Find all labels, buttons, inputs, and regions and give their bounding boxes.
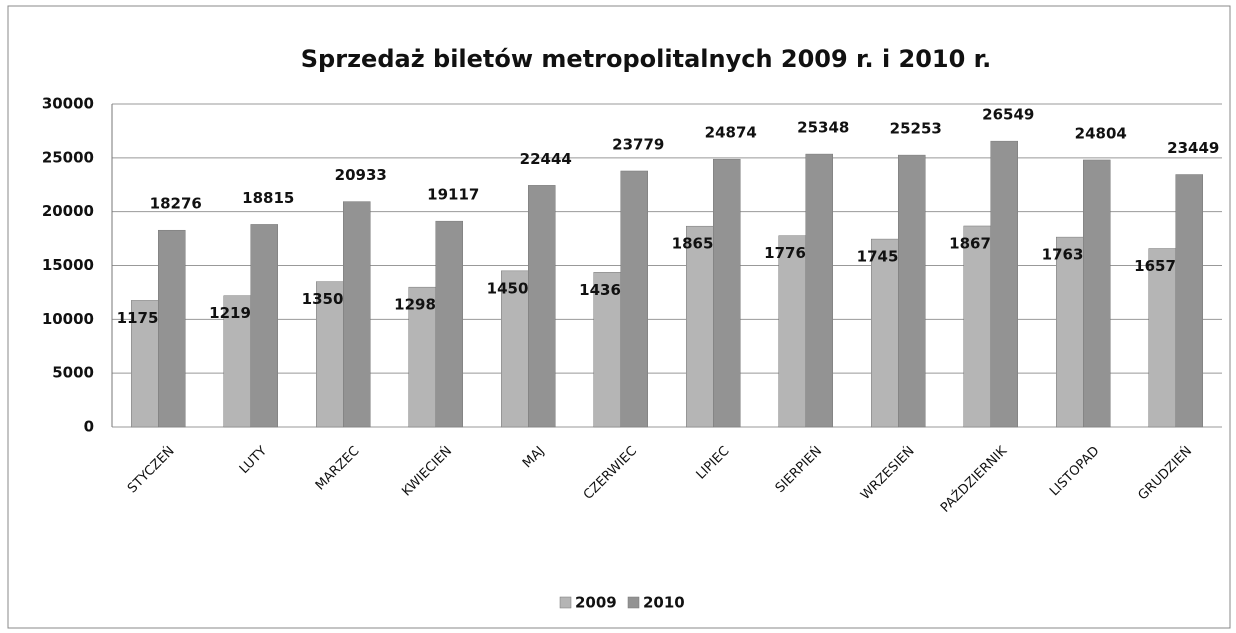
x-tick-label: MARZEC — [313, 444, 363, 494]
value-label: 14367 — [579, 281, 631, 299]
legend-swatch — [627, 596, 640, 609]
value-label: 25253 — [890, 120, 942, 138]
bar — [223, 295, 251, 428]
bar — [1083, 159, 1111, 428]
bar — [620, 170, 648, 428]
bar — [1056, 236, 1084, 428]
bar — [990, 140, 1018, 428]
chart-title: Sprzedaż biletów metropolitalnych 2009 r… — [301, 45, 991, 73]
x-tick-label: GRUDZIEŃ — [1135, 443, 1195, 503]
x-tick-label: LIPIEC — [694, 444, 733, 483]
legend-swatch — [559, 596, 572, 609]
y-tick-label: 10000 — [42, 310, 94, 328]
value-label: 20933 — [335, 166, 387, 184]
x-tick-label: CZERWIEC — [581, 444, 640, 503]
value-label: 18650 — [672, 235, 724, 253]
bar — [1175, 174, 1203, 428]
bar — [898, 154, 926, 428]
value-label: 18276 — [150, 195, 202, 213]
value-label: 26549 — [982, 106, 1034, 124]
bar — [963, 225, 991, 428]
x-tick-label: STYCZEŃ — [124, 443, 177, 496]
bar — [593, 272, 621, 428]
bar — [343, 201, 371, 428]
value-label: 24804 — [1075, 124, 1127, 142]
chart-border — [7, 5, 1231, 629]
bar — [1148, 248, 1176, 428]
bar — [435, 220, 463, 428]
bar — [871, 238, 899, 428]
y-tick-label: 0 — [84, 418, 94, 436]
x-tick-label: KWIECIEŃ — [399, 443, 455, 499]
y-tick-label: 15000 — [42, 256, 94, 274]
y-tick-label: 20000 — [42, 202, 94, 220]
value-label: 12195 — [209, 304, 261, 322]
y-tick-label: 30000 — [42, 95, 94, 113]
legend-label: 2009 — [575, 594, 617, 612]
bar — [250, 224, 278, 428]
value-label: 23449 — [1167, 139, 1219, 157]
bar — [805, 153, 833, 428]
legend-label: 2010 — [643, 594, 685, 612]
value-label: 25348 — [797, 119, 849, 137]
y-tick-label: 25000 — [42, 148, 94, 166]
bar — [131, 300, 159, 428]
value-label: 14505 — [487, 279, 539, 297]
value-label: 18815 — [242, 189, 294, 207]
bar — [713, 158, 741, 428]
x-tick-label: LISTOPAD — [1047, 444, 1102, 499]
value-label: 22444 — [520, 150, 572, 168]
value-label: 19117 — [427, 186, 479, 204]
value-label: 16576 — [1134, 257, 1186, 275]
bar — [408, 286, 436, 428]
bar — [686, 225, 714, 428]
bar — [778, 235, 806, 428]
value-label: 24874 — [705, 124, 757, 142]
value-label: 13500 — [302, 290, 354, 308]
x-tick-label: WRZESIEŃ — [857, 443, 917, 503]
x-tick-label: SIERPIEŃ — [772, 443, 825, 496]
x-tick-label: LUTY — [237, 444, 270, 477]
value-label: 17453 — [857, 248, 909, 266]
value-label: 18670 — [949, 234, 1001, 252]
x-tick-label: PAŹDZIERNIK — [937, 443, 1010, 516]
value-label: 12987 — [394, 296, 446, 314]
value-label: 23779 — [612, 135, 664, 153]
x-tick-label: MAJ — [520, 444, 548, 472]
value-label: 17769 — [764, 244, 816, 262]
value-label: 17635 — [1042, 246, 1094, 264]
bar — [528, 185, 556, 428]
bar — [501, 270, 529, 428]
bar — [316, 281, 344, 428]
bar — [158, 229, 186, 428]
value-label: 11758 — [117, 309, 169, 327]
y-tick-label: 5000 — [52, 364, 94, 382]
